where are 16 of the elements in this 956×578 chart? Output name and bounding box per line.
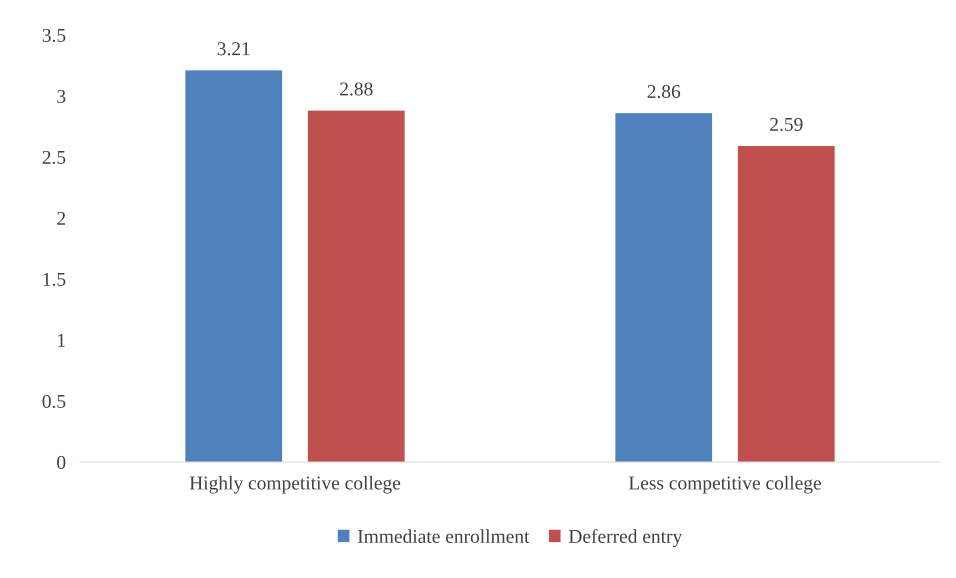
y-tick-label: 3 [57, 90, 66, 103]
legend-label: Deferred entry [568, 529, 682, 547]
data-label: 3.21 [218, 42, 250, 56]
y-tick-label: 0 [57, 456, 66, 469]
legend-label: Immediate enrollment [358, 529, 530, 543]
y-tick-label: 0.5 [42, 394, 66, 408]
x-tick-label: Less competitive college [628, 476, 821, 494]
y-tick-label: 1 [58, 334, 65, 347]
x-tick-label: Highly competitive college [190, 476, 400, 494]
y-tick-label: 1.5 [44, 272, 66, 286]
data-label: 2.59 [770, 118, 802, 132]
y-tick-label: 2.5 [42, 150, 66, 164]
data-label: 2.86 [648, 84, 680, 98]
data-label: 2.88 [340, 82, 373, 96]
y-tick-label: 2 [57, 212, 66, 225]
y-tick-label: 3.5 [42, 28, 66, 42]
